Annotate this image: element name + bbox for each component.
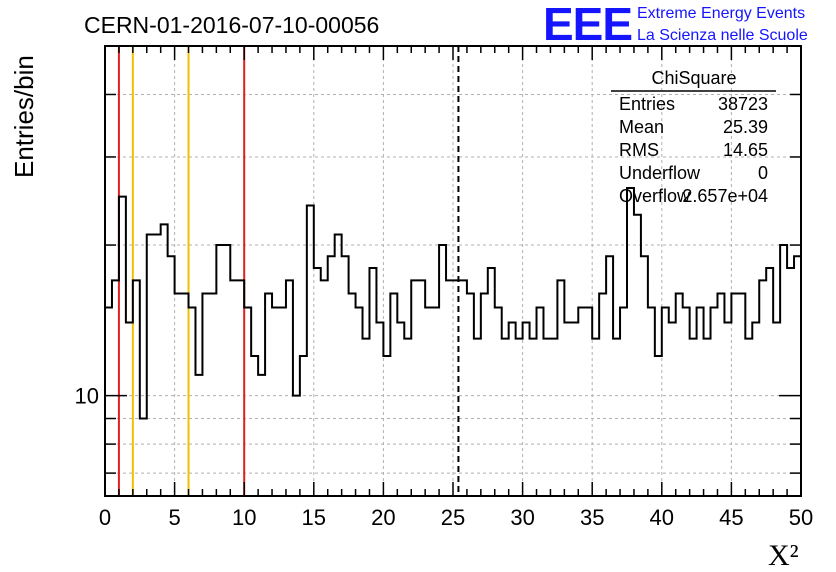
stats-row-value: 0 <box>758 163 768 183</box>
y-axis-label: Entries/bin <box>9 55 39 178</box>
stats-row-label: Overflow <box>619 186 691 206</box>
stats-row-label: Underflow <box>619 163 701 183</box>
y-tick-labels: 10 <box>75 384 99 409</box>
stats-row-label: Mean <box>619 117 664 137</box>
y-tick-label: 10 <box>75 384 99 409</box>
x-tick-label: 10 <box>232 505 256 530</box>
x-tick-label: 50 <box>789 505 813 530</box>
eee-logo-line1: Extreme Energy Events <box>637 5 805 22</box>
eee-logo: EEE Extreme Energy Events La Scienza nel… <box>543 0 808 50</box>
stats-box-title: ChiSquare <box>651 68 736 88</box>
x-axis-label: X² <box>768 539 799 572</box>
x-tick-label: 0 <box>99 505 111 530</box>
x-tick-label: 25 <box>441 505 465 530</box>
axis-ticks <box>104 46 802 496</box>
stats-row-label: RMS <box>619 140 659 160</box>
histogram-series <box>105 187 801 420</box>
x-tick-label: 45 <box>719 505 743 530</box>
stats-row-label: Entries <box>619 94 675 114</box>
x-tick-label: 15 <box>302 505 326 530</box>
stats-row-value: 38723 <box>718 94 768 114</box>
eee-logo-text: EEE <box>543 0 632 50</box>
eee-logo-line2: La Scienza nelle Scuole <box>637 27 808 44</box>
cut-lines <box>117 46 460 496</box>
x-tick-label: 35 <box>580 505 604 530</box>
x-tick-label: 40 <box>650 505 674 530</box>
x-tick-label: 5 <box>168 505 180 530</box>
x-tick-labels: 0 5 10 15 20 25 30 35 40 45 50 <box>99 505 813 530</box>
x-tick-label: 20 <box>371 505 395 530</box>
stats-row-value: 14.65 <box>723 140 768 160</box>
stats-row-value: 2.657e+04 <box>682 186 768 206</box>
stats-row-value: 25.39 <box>723 117 768 137</box>
stats-box: ChiSquare Entries 38723 Mean 25.39 RMS 14.65 U… <box>611 68 776 206</box>
grid-lines <box>105 46 801 496</box>
x-tick-label: 30 <box>510 505 534 530</box>
chart-title: CERN-01-2016-07-10-00056 <box>84 12 379 38</box>
